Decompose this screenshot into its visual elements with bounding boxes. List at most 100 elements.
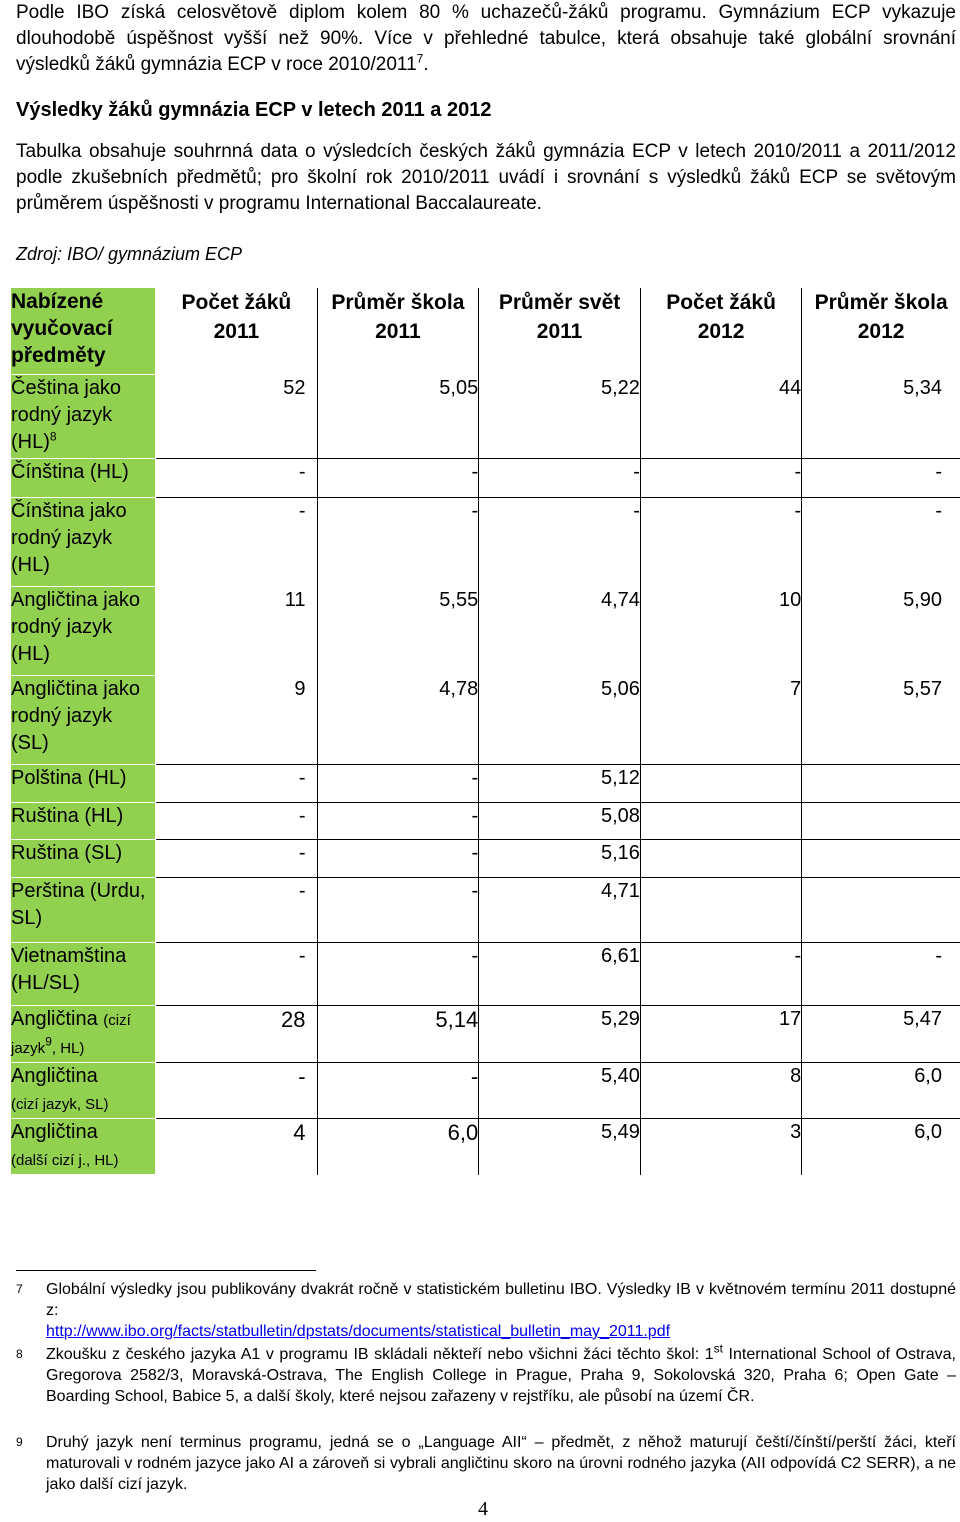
cell-school-avg-2012: 5,47: [801, 1005, 960, 1063]
cell-world-avg-2011: 4,74: [478, 586, 641, 676]
cell-world-avg-2011: -: [478, 458, 641, 498]
cell-world-avg-2011: 5,22: [478, 374, 641, 459]
cell-school-avg-2011: 5,14: [316, 1005, 479, 1063]
footnote-9: 9 Druhý jazyk není terminus programu, je…: [16, 1434, 956, 1493]
cell-count-2011: -: [155, 839, 318, 878]
table-row: Vietnamština (HL/SL) - - 6,61 - -: [9, 942, 960, 1006]
cell-school-avg-2011: 5,55: [316, 586, 479, 676]
table-row: Čínština jako rodný jazyk (HL) - - - - -: [9, 497, 960, 587]
cell-school-avg-2012: 6,0: [801, 1118, 960, 1175]
cell-world-avg-2011: 5,49: [478, 1118, 641, 1175]
cell-world-avg-2011: 5,29: [478, 1005, 641, 1063]
table-row: Čínština (HL) - - - - -: [9, 458, 960, 498]
table-row: Angličtina (cizí jazyk9, HL) 28 5,14 5,29…: [9, 1005, 960, 1063]
cell-world-avg-2011: 5,12: [478, 764, 641, 803]
header-school-avg-2011: Průměr škola 2011: [316, 287, 479, 375]
cell-count-2011: -: [155, 802, 318, 840]
row-subject: Angličtina jako rodný jazyk (HL): [9, 586, 157, 676]
table-row: Perština (Urdu, SL) - - 4,71: [9, 877, 960, 943]
footnote-ref-9[interactable]: 9: [45, 1034, 52, 1049]
table-row: Angličtina (další cizí j., HL) 4 6,0 5,49…: [9, 1118, 960, 1175]
cell-count-2012: 10: [639, 586, 802, 676]
row-subject: Polština (HL): [9, 764, 157, 803]
header-subjects: Nabízené vyučovací předměty: [9, 287, 157, 375]
table-row: Polština (HL) - - 5,12: [9, 764, 960, 803]
cell-count-2011: 28: [155, 1005, 318, 1063]
cell-count-2011: -: [155, 877, 318, 943]
cell-count-2012: [639, 839, 802, 878]
cell-count-2011: -: [155, 497, 318, 587]
cell-count-2012: [639, 764, 802, 803]
cell-school-avg-2011: -: [316, 458, 479, 498]
cell-count-2011: 11: [155, 586, 318, 676]
header-count-2011: Počet žáků 2011: [155, 287, 318, 375]
section-heading: Výsledky žáků gymnázia ECP v letech 2011…: [16, 99, 492, 121]
cell-school-avg-2012: [801, 839, 960, 878]
row-subject: Vietnamština (HL/SL): [9, 942, 157, 1006]
cell-count-2012: -: [639, 458, 802, 498]
cell-world-avg-2011: -: [478, 497, 641, 587]
table-row: Ruština (SL) - - 5,16: [9, 839, 960, 878]
table-row: Ruština (HL) - - 5,08: [9, 802, 960, 840]
row-subject: Angličtina jako rodný jazyk (SL): [9, 675, 157, 765]
cell-school-avg-2011: -: [316, 802, 479, 840]
cell-count-2012: -: [639, 942, 802, 1006]
cell-school-avg-2012: [801, 877, 960, 943]
row-subject: Ruština (HL): [9, 802, 157, 840]
cell-school-avg-2011: -: [316, 942, 479, 1006]
cell-count-2012: 8: [639, 1062, 802, 1119]
results-table: Nabízené vyučovací předměty Počet žáků 2…: [9, 287, 960, 1175]
cell-school-avg-2012: 5,34: [801, 374, 960, 459]
table-row: Angličtina jako rodný jazyk (SL) 9 4,78 …: [9, 675, 960, 765]
cell-school-avg-2012: -: [801, 497, 960, 587]
bulletin-link[interactable]: http://www.ibo.org/facts/statbulletin/dp…: [46, 1323, 671, 1340]
cell-school-avg-2012: -: [801, 458, 960, 498]
row-subject: Angličtina (cizí jazyk, SL): [9, 1062, 157, 1119]
cell-school-avg-2012: -: [801, 942, 960, 1006]
cell-school-avg-2012: [801, 802, 960, 840]
cell-count-2011: 4: [155, 1118, 318, 1175]
row-subject: Angličtina (další cizí j., HL): [9, 1118, 157, 1175]
cell-school-avg-2012: 6,0: [801, 1062, 960, 1119]
footnote-separator: [16, 1270, 316, 1271]
header-count-2012: Počet žáků 2012: [639, 287, 802, 375]
cell-school-avg-2011: 5,05: [316, 374, 479, 459]
header-school-avg-2012: Průměr škola 2012: [801, 287, 960, 375]
cell-count-2011: -: [155, 458, 318, 498]
cell-school-avg-2011: 6,0: [316, 1118, 479, 1175]
row-subject: Perština (Urdu, SL): [9, 877, 157, 943]
table-description: Tabulka obsahuje souhrnná data o výsledc…: [16, 141, 956, 214]
cell-school-avg-2011: 4,78: [316, 675, 479, 765]
cell-count-2011: -: [155, 764, 318, 803]
page-number: 4: [478, 1498, 488, 1520]
footnote-8: 8 Zkoušku z českého jazyka A1 v programu…: [16, 1341, 956, 1405]
row-subject: Čeština jako rodný jazyk (HL)8: [9, 374, 157, 459]
cell-count-2011: 9: [155, 675, 318, 765]
cell-world-avg-2011: 5,40: [478, 1062, 641, 1119]
table-row: Čeština jako rodný jazyk (HL)8 52 5,05 5…: [9, 374, 960, 459]
footnote-ref-8[interactable]: 8: [49, 429, 57, 444]
cell-count-2012: 7: [639, 675, 802, 765]
header-row: Nabízené vyučovací předměty Počet žáků 2…: [9, 287, 960, 375]
cell-count-2011: 52: [155, 374, 318, 459]
cell-count-2012: 44: [639, 374, 802, 459]
cell-count-2011: -: [155, 1062, 318, 1119]
cell-world-avg-2011: 5,06: [478, 675, 641, 765]
cell-count-2011: -: [155, 942, 318, 1006]
cell-count-2012: 17: [639, 1005, 802, 1063]
cell-school-avg-2012: 5,90: [801, 586, 960, 676]
cell-count-2012: 3: [639, 1118, 802, 1175]
cell-school-avg-2012: [801, 764, 960, 803]
cell-world-avg-2011: 5,08: [478, 802, 641, 840]
cell-school-avg-2011: -: [316, 839, 479, 878]
cell-world-avg-2011: 6,61: [478, 942, 641, 1006]
footnote-ref-7[interactable]: 7: [416, 51, 424, 66]
header-world-avg-2011: Průměr svět 2011: [478, 287, 641, 375]
row-subject: Angličtina (cizí jazyk9, HL): [9, 1005, 157, 1063]
row-subject: Čínština (HL): [9, 458, 157, 498]
cell-count-2012: [639, 802, 802, 840]
cell-count-2012: -: [639, 497, 802, 587]
row-subject: Ruština (SL): [9, 839, 157, 878]
table-row: Angličtina jako rodný jazyk (HL) 11 5,55…: [9, 586, 960, 676]
cell-world-avg-2011: 4,71: [478, 877, 641, 943]
